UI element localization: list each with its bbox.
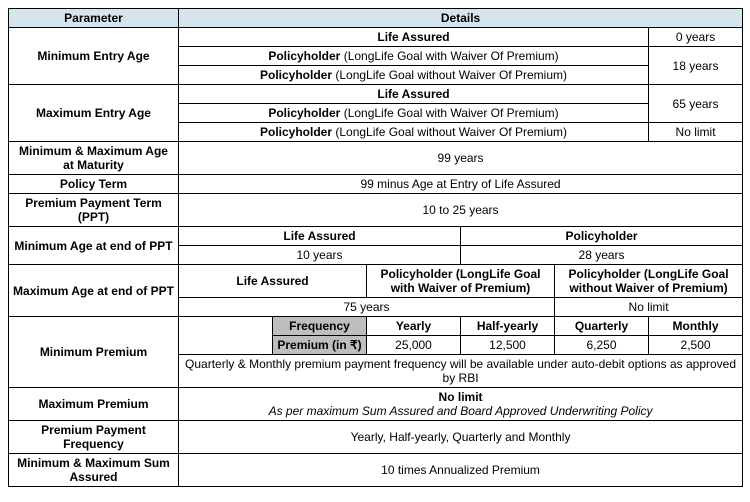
header-details: Details (179, 9, 743, 28)
table-row: Maximum Age at end of PPT Life Assured P… (9, 265, 743, 298)
param-max-premium: Maximum Premium (9, 388, 179, 421)
cell-life-assured: Life Assured (179, 265, 367, 298)
premium-label: Premium (in ₹) (273, 336, 367, 355)
cell-value: 0 years (649, 28, 743, 47)
cell-policyholder: Policyholder (461, 227, 743, 246)
param-sum-assured: Minimum & Maximum Sum Assured (9, 454, 179, 487)
cell-value: No limit (649, 123, 743, 142)
cell-value: No limit As per maximum Sum Assured and … (179, 388, 743, 421)
max-premium-note: As per maximum Sum Assured and Board App… (269, 404, 653, 418)
freq-col: Quarterly (555, 317, 649, 336)
table-row: Premium Payment Frequency Yearly, Half-y… (9, 421, 743, 454)
policy-parameters-table: Parameter Details Minimum Entry Age Life… (8, 8, 743, 487)
cell-value: 65 years (649, 85, 743, 123)
table-row: Policy Term 99 minus Age at Entry of Lif… (9, 175, 743, 194)
param-pay-freq: Premium Payment Frequency (9, 421, 179, 454)
cell-policyholder: Policyholder (LongLife Goal without Waiv… (179, 66, 649, 85)
cell-policyholder: Policyholder (LongLife Goal with Waiver … (367, 265, 555, 298)
table-row: Premium Payment Term (PPT) 10 to 25 year… (9, 194, 743, 227)
cell-value: 99 minus Age at Entry of Life Assured (179, 175, 743, 194)
param-ppt: Premium Payment Term (PPT) (9, 194, 179, 227)
cell-value: No limit (555, 298, 743, 317)
cell-value: 99 years (179, 142, 743, 175)
cell-life-assured: Life Assured (179, 227, 461, 246)
freq-label: Frequency (273, 317, 367, 336)
param-max-entry-age: Maximum Entry Age (9, 85, 179, 142)
cell-value: 10 years (179, 246, 461, 265)
cell-policyholder: Policyholder Policyholder (LongLife Goal… (179, 47, 649, 66)
table-row: Minimum & Maximum Age at Maturity 99 yea… (9, 142, 743, 175)
table-header-row: Parameter Details (9, 9, 743, 28)
param-min-entry-age: Minimum Entry Age (9, 28, 179, 85)
table-row: Maximum Premium No limit As per maximum … (9, 388, 743, 421)
param-min-age-ppt: Minimum Age at end of PPT (9, 227, 179, 265)
cell-value: 75 years (179, 298, 555, 317)
premium-val: 6,250 (555, 336, 649, 355)
table-row: Minimum & Maximum Sum Assured 10 times A… (9, 454, 743, 487)
max-premium-nolimit: No limit (439, 390, 483, 404)
premium-val: 2,500 (649, 336, 743, 355)
freq-col: Half-yearly (461, 317, 555, 336)
cell-life-assured: Life Assured (179, 85, 649, 104)
cell-policyholder: Policyholder (LongLife Goal without Waiv… (179, 123, 649, 142)
cell-life-assured: Life Assured (179, 28, 649, 47)
table-row: Maximum Entry Age Life Assured 65 years (9, 85, 743, 104)
freq-col: Monthly (649, 317, 743, 336)
premium-val: 12,500 (461, 336, 555, 355)
cell-value: Yearly, Half-yearly, Quarterly and Month… (179, 421, 743, 454)
table-row: Minimum Premium Frequency Yearly Half-ye… (9, 317, 743, 336)
table-row: Minimum Age at end of PPT Life Assured P… (9, 227, 743, 246)
cell-policyholder: Policyholder (LongLife Goal without Waiv… (555, 265, 743, 298)
premium-val: 25,000 (367, 336, 461, 355)
premium-note: Quarterly & Monthly premium payment freq… (179, 355, 743, 388)
cell-value: 28 years (461, 246, 743, 265)
cell-value: 10 times Annualized Premium (179, 454, 743, 487)
freq-col: Yearly (367, 317, 461, 336)
table-row: Minimum Entry Age Life Assured 0 years (9, 28, 743, 47)
param-max-age-ppt: Maximum Age at end of PPT (9, 265, 179, 317)
param-age-maturity: Minimum & Maximum Age at Maturity (9, 142, 179, 175)
cell-value: 10 to 25 years (179, 194, 743, 227)
header-parameter: Parameter (9, 9, 179, 28)
cell-value: 18 years (649, 47, 743, 85)
cell-policyholder: Policyholder (LongLife Goal with Waiver … (179, 104, 649, 123)
param-min-premium: Minimum Premium (9, 317, 179, 388)
param-policy-term: Policy Term (9, 175, 179, 194)
